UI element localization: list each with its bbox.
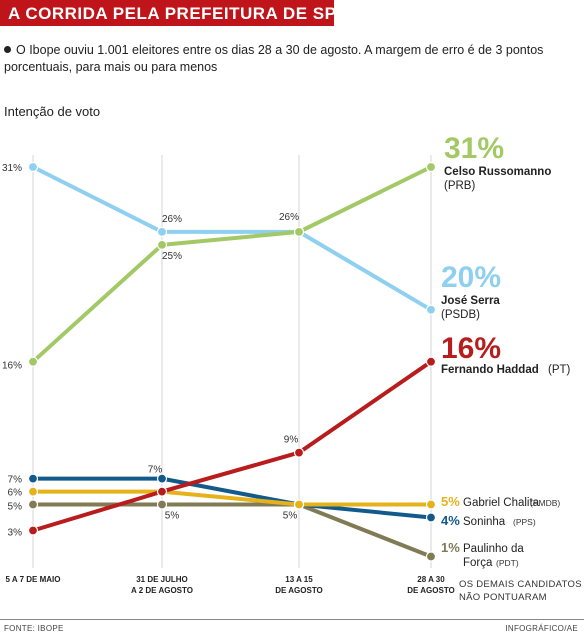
point-0-0	[27, 356, 39, 367]
end-value-3: 5%	[441, 494, 460, 509]
point-label-6: 26%	[162, 214, 182, 225]
point-label-12: 5%	[283, 511, 298, 522]
point-label-4: 5%	[8, 502, 23, 513]
note-line-2: NÃO PONTUARAM	[459, 592, 547, 603]
point-label-3: 6%	[8, 488, 23, 499]
point-5-3	[425, 551, 437, 562]
point-2-0	[27, 525, 39, 536]
end-name-3: Gabriel Chalita	[463, 497, 540, 509]
point-5-1	[156, 499, 168, 510]
point-4-0	[27, 473, 39, 484]
end-party-3: (PMDB)	[530, 498, 560, 508]
subtitle: O Ibope ouviu 1.001 eleitores entre os d…	[4, 42, 574, 76]
point-0-3	[425, 161, 437, 173]
x-tick-label-2-0: 13 A 15	[285, 575, 313, 584]
end-party-2: (PT)	[548, 364, 571, 376]
point-0-1	[156, 239, 168, 250]
point-label-0: 31%	[2, 163, 22, 174]
end-value-1: 20%	[441, 261, 501, 294]
end-value-2: 16%	[441, 332, 501, 365]
end-party-5: (PDT)	[496, 558, 519, 568]
end-name-0: Celso Russomanno	[444, 166, 551, 178]
end-name-5: Paulinho da	[463, 543, 524, 555]
point-3-3	[425, 499, 437, 510]
series-line-5	[31, 502, 433, 559]
point-1-3	[425, 304, 437, 315]
x-tick-label-3-0: 28 A 30	[417, 575, 445, 584]
point-0-2	[293, 226, 305, 237]
point-label-8: 7%	[148, 465, 163, 476]
point-label-7: 25%	[162, 251, 182, 262]
point-3-0	[27, 486, 39, 497]
end-party-1: (PSDB)	[441, 309, 480, 321]
point-label-1: 16%	[2, 361, 22, 372]
y-axis-title: Intenção de voto	[4, 104, 101, 119]
point-label-11: 9%	[284, 435, 299, 446]
page-title: A CORRIDA PELA PREFEITURA DE SP	[8, 4, 337, 23]
end-value-5: 1%	[441, 540, 460, 555]
point-3-2	[293, 499, 305, 510]
point-label-2: 7%	[8, 475, 23, 486]
point-label-10: 26%	[279, 212, 299, 223]
point-2-2	[293, 447, 305, 458]
note-line-1: OS DEMAIS CANDIDATOS	[459, 579, 582, 590]
end-value-4: 4%	[441, 513, 460, 528]
end-name-4: Soninha	[463, 516, 506, 528]
point-4-3	[425, 512, 437, 523]
end-name-2: Fernando Haddad	[441, 364, 539, 376]
point-1-1	[156, 226, 168, 237]
end-name-1: José Serra	[441, 295, 500, 307]
x-tick-label-0-0: 5 A 7 DE MAIO	[6, 575, 61, 584]
end-party-4: (PPS)	[513, 517, 536, 527]
series-line-4	[31, 476, 433, 520]
series-line-1	[31, 165, 433, 312]
point-label-5: 3%	[8, 528, 23, 539]
credit-label: INFOGRÁFICO/AE	[505, 624, 578, 633]
x-tick-label-1-0: 31 DE JULHO	[136, 575, 188, 584]
point-4-1	[156, 473, 168, 484]
point-1-0	[27, 161, 39, 173]
point-2-1	[156, 486, 168, 497]
line-chart: 5 A 7 DE MAIO 31 DE JULHO A 2 DE AGOSTO 13 …	[2, 132, 571, 595]
end-value-0: 31%	[444, 132, 504, 165]
end-party-0: (PRB)	[444, 180, 475, 192]
point-5-0	[27, 499, 39, 510]
series-line-3	[31, 489, 433, 507]
point-2-3	[425, 356, 437, 367]
series-line-0	[31, 165, 433, 364]
point-label-9: 5%	[165, 511, 180, 522]
source-label: FONTE: IBOPE	[4, 624, 64, 633]
x-tick-label-2-1: DE AGOSTO	[275, 586, 323, 595]
footer-divider	[0, 619, 584, 620]
bullet-icon	[4, 46, 11, 53]
title-bar: A CORRIDA PELA PREFEITURA DE SP	[0, 0, 337, 26]
end-name2-5: Força	[463, 557, 493, 569]
x-tick-label-1-1: A 2 DE AGOSTO	[131, 586, 193, 595]
subtitle-text: O Ibope ouviu 1.001 eleitores entre os d…	[4, 43, 544, 74]
other-candidates-note: OS DEMAIS CANDIDATOS NÃO PONTUARAM	[459, 578, 582, 604]
x-tick-label-3-1: DE AGOSTO	[407, 586, 455, 595]
series-line-2	[31, 359, 433, 533]
